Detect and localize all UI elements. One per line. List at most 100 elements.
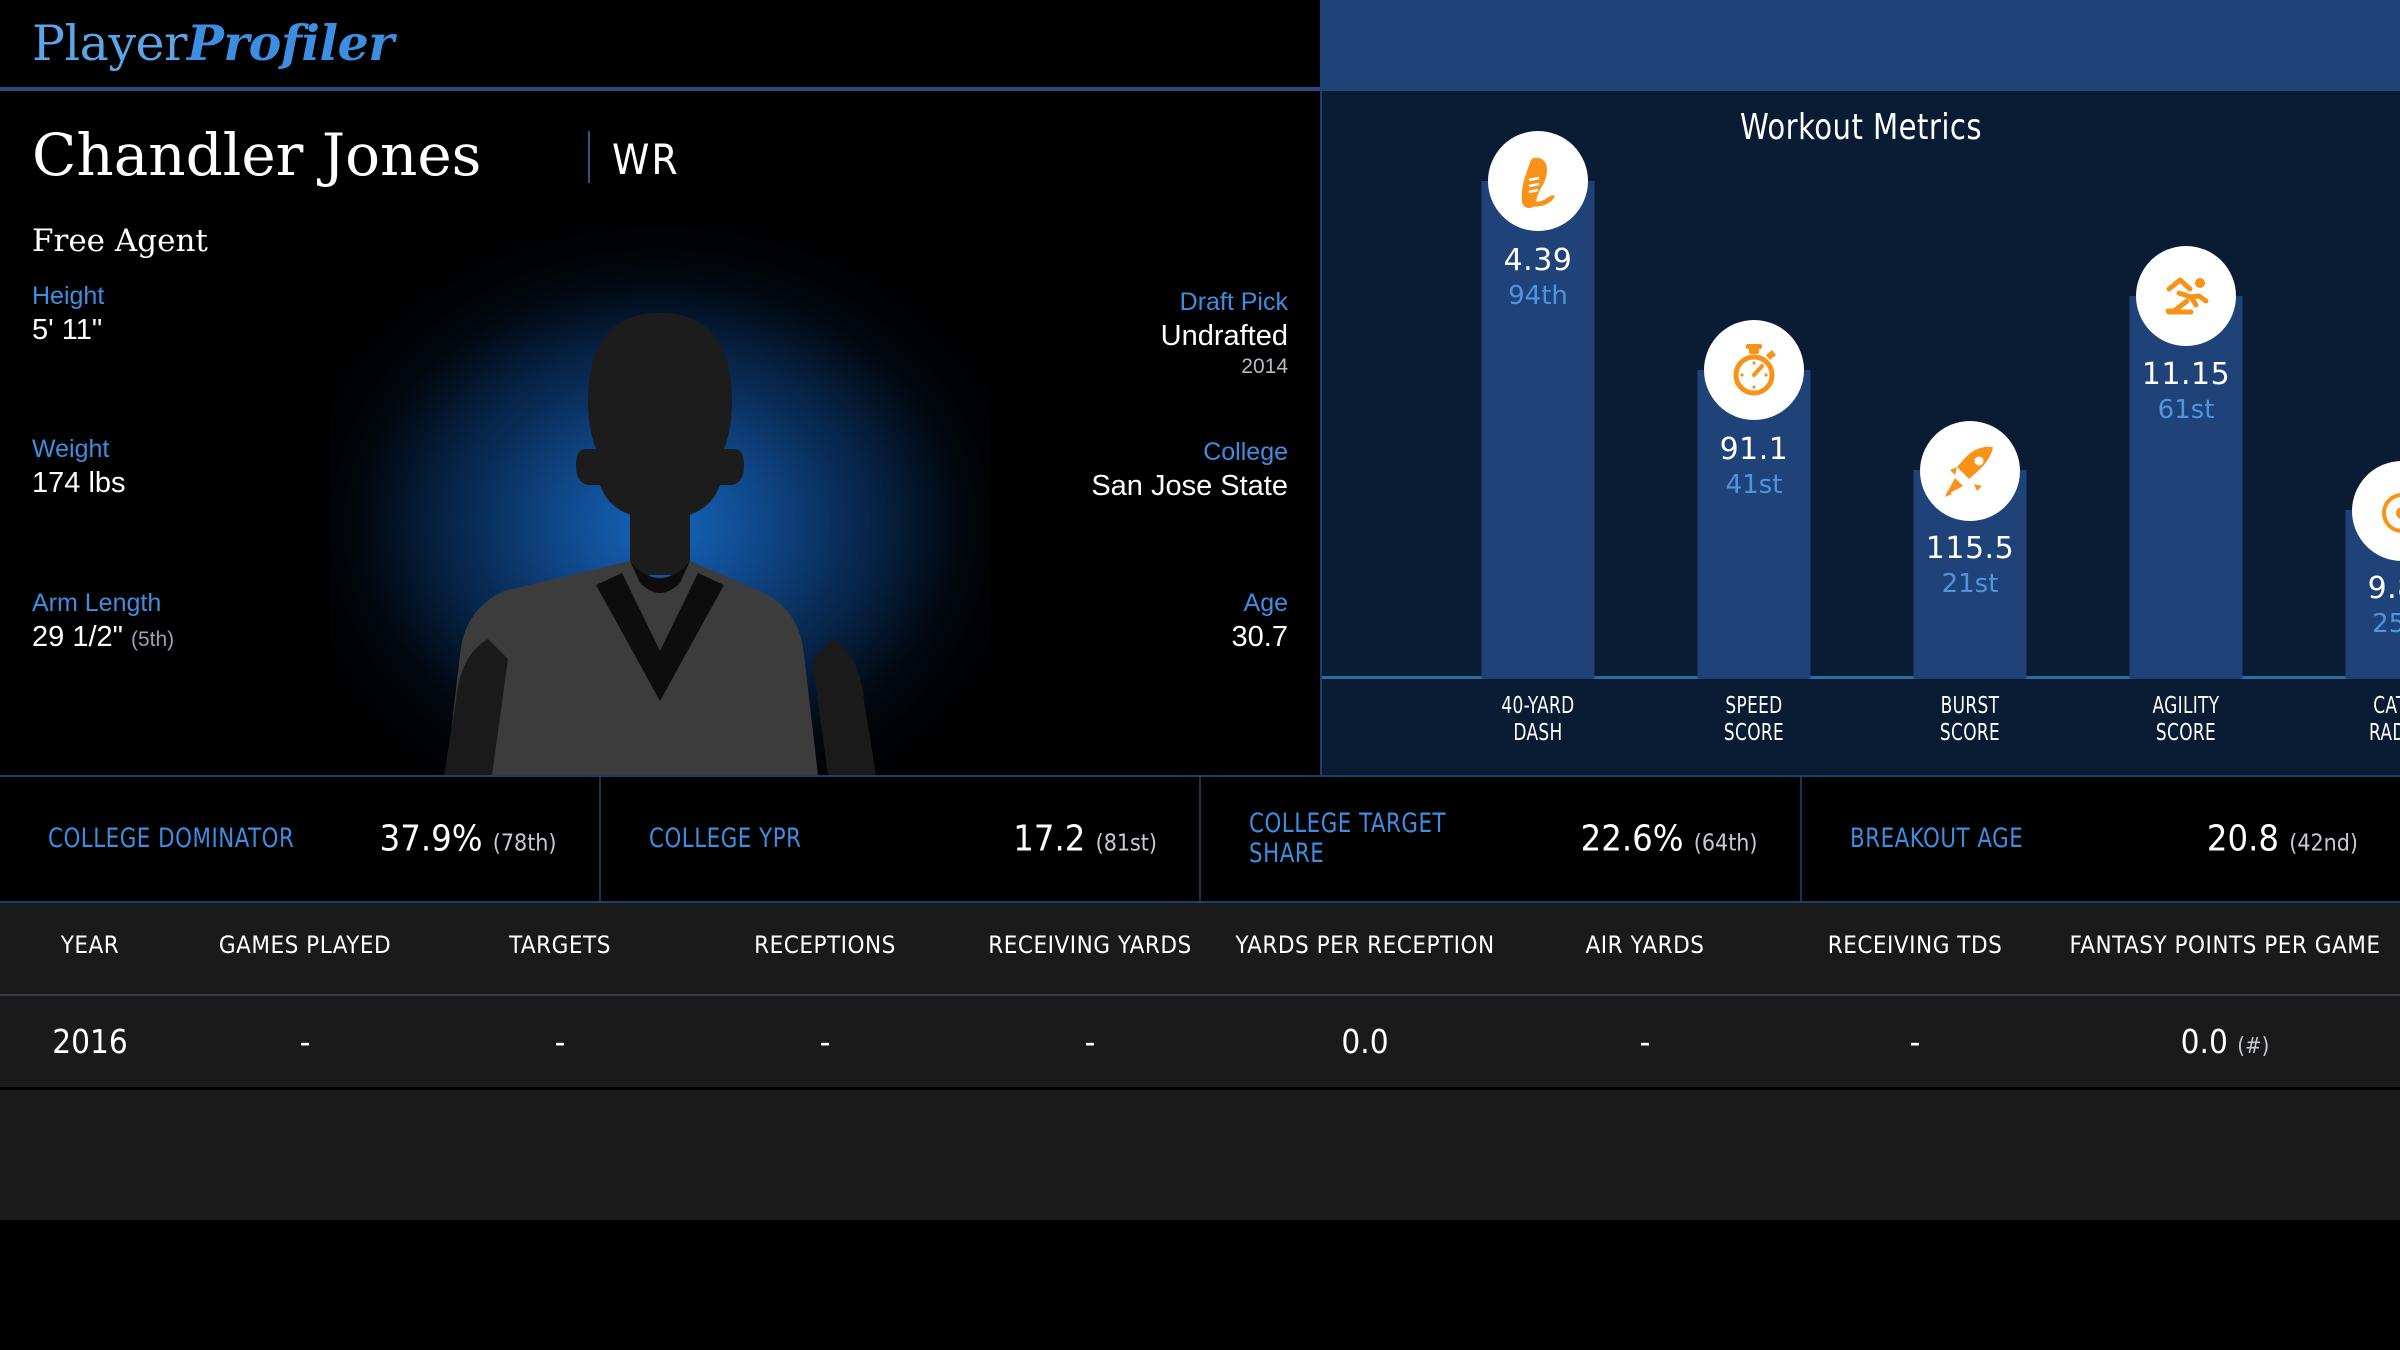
axis-label-agility-score: AGILITY SCORE [2097, 693, 2274, 747]
college-metric-target-share-label: COLLEGE TARGET SHARE [1249, 808, 1447, 869]
college-metric-target-share-rank: (64th) [1693, 830, 1758, 857]
axis-label-40-yard-dash-line1: 40-YARD [1501, 693, 1575, 719]
axis-label-catch-radius-line1: CATCH [2373, 693, 2400, 719]
axis-label-speed-score: SPEED SCORE [1665, 693, 1842, 747]
workout-metrics-panel: Workout Metrics 4. [1320, 91, 2400, 775]
bar-column-agility-score[interactable]: 11.15 61st [2078, 181, 2294, 679]
axis-label-burst-score: BURST SCORE [1881, 693, 2058, 747]
table-header-row: YEAR GAMES PLAYED TARGETS RECEPTIONS REC… [0, 903, 2400, 996]
bar-value-burst-score: 115.5 [1925, 531, 2015, 566]
stat-height-label: Height [32, 282, 105, 310]
cell-fantasy-points-rank: (#) [2237, 1034, 2270, 1059]
cell-receiving-tds: - [1909, 1022, 1921, 1061]
bar-percentile-burst-score: 21st [1941, 569, 1999, 599]
table-footer-space [0, 1090, 2400, 1220]
stopwatch-icon [1704, 320, 1804, 420]
stat-arm-length-value: 29 1/2" (5th) [32, 619, 174, 658]
college-metric-dominator-label: COLLEGE DOMINATOR [48, 823, 295, 854]
workout-metrics-chart: 4.39 94th [1322, 131, 2400, 775]
col-receiving-tds[interactable]: RECEIVING TDS [1780, 903, 2050, 996]
cell-fantasy-points-number: 0.0 [2180, 1022, 2228, 1061]
col-targets[interactable]: TARGETS [430, 903, 690, 996]
college-metric-ypr[interactable]: COLLEGE YPR 17.2 (81st) [601, 777, 1201, 901]
axis-label-burst-score-line1: BURST [1940, 693, 2000, 719]
axis-label-speed-score-line2: SCORE [1723, 720, 1785, 746]
bar-column-40-yard-dash[interactable]: 4.39 94th [1430, 131, 1646, 679]
bar-column-burst-score[interactable]: 115.5 21st [1862, 181, 2078, 679]
player-position: WR [612, 135, 680, 184]
season-stats-table: YEAR GAMES PLAYED TARGETS RECEPTIONS REC… [0, 903, 2400, 1087]
best-comparable-bar: BEST COMPARABLE T.J. GRAHAM [1320, 0, 2400, 91]
stat-arm-length-rank: (5th) [131, 628, 175, 651]
stat-college-label: College [1203, 438, 1288, 466]
college-metric-dominator[interactable]: COLLEGE DOMINATOR 37.9% (78th) [0, 777, 601, 901]
college-metric-target-share[interactable]: COLLEGE TARGET SHARE 22.6% (64th) [1201, 777, 1802, 901]
cell-fantasy-points-per-game: 0.0 (#) [2050, 995, 2400, 1087]
col-year[interactable]: YEAR [0, 903, 180, 996]
stat-college: College San Jose State [1091, 437, 1288, 504]
chart-axis-labels: 40-YARD DASH SPEED SCORE BURST SCORE AGI… [1322, 679, 2400, 775]
college-metrics-strip: COLLEGE DOMINATOR 37.9% (78th) COLLEGE Y… [0, 775, 2400, 903]
stat-weight-label: Weight [32, 435, 110, 463]
college-metric-target-share-number: 22.6% [1580, 818, 1684, 860]
playerprofiler-logo[interactable]: PlayerProfiler [32, 14, 394, 72]
player-hero-panel: Chandler Jones WR Free Agent Height 5' 1… [0, 91, 1320, 775]
college-metric-breakout-age-rank: (42nd) [2289, 830, 2358, 857]
college-metric-dominator-value: 37.9% (78th) [380, 819, 557, 860]
bar-percentile-40-yard-dash: 94th [1508, 281, 1568, 311]
col-games-played[interactable]: GAMES PLAYED [180, 903, 430, 996]
stat-age-label: Age [1243, 589, 1288, 617]
col-yards-per-reception[interactable]: YARDS PER RECEPTION [1220, 903, 1510, 996]
bar-value-speed-score: 91.1 [1719, 432, 1789, 467]
stat-weight: Weight 174 lbs [32, 434, 126, 501]
col-receiving-yards[interactable]: RECEIVING YARDS [960, 903, 1220, 996]
col-receptions[interactable]: RECEPTIONS [690, 903, 960, 996]
bar-agility-score [2129, 295, 2243, 679]
stat-age: Age 30.7 [1232, 588, 1288, 655]
stat-draft-pick-value: Undrafted [1160, 320, 1288, 352]
college-metric-breakout-age[interactable]: BREAKOUT AGE 20.8 (42nd) [1802, 777, 2400, 901]
axis-label-40-yard-dash-line2: DASH [1513, 720, 1563, 746]
stat-draft-pick-label: Draft Pick [1179, 288, 1288, 316]
col-air-yards[interactable]: AIR YARDS [1510, 903, 1780, 996]
college-metric-dominator-rank: (78th) [492, 830, 557, 857]
player-silhouette-image [330, 221, 990, 775]
bar-speed-score [1697, 370, 1811, 679]
bar-value-catch-radius: 9.86 [2367, 571, 2400, 606]
cell-receptions: - [819, 1022, 831, 1061]
sprinter-icon [2136, 246, 2236, 346]
workout-metrics-title: Workout Metrics [1739, 107, 1982, 148]
college-metric-breakout-age-value: 20.8 (42nd) [2207, 819, 2358, 860]
page-bottom-fill [0, 1220, 2400, 1350]
rocket-icon [1920, 421, 2020, 521]
bar-percentile-agility-score: 61st [2157, 395, 2215, 425]
cell-air-yards: - [1639, 1022, 1651, 1061]
college-metric-ypr-number: 17.2 [1013, 818, 1086, 860]
col-fantasy-points-per-game[interactable]: FANTASY POINTS PER GAME [2050, 903, 2400, 996]
bar-40-yard-dash [1481, 181, 1595, 679]
bar-percentile-catch-radius: 25th [2372, 609, 2400, 639]
axis-label-40-yard-dash: 40-YARD DASH [1449, 693, 1626, 747]
logo-part-player: Player [32, 15, 187, 72]
stat-arm-length-number: 29 1/2" [32, 621, 123, 653]
table-row: 2016 - - - - 0.0 - - 0.0 (#) [0, 995, 2400, 1087]
axis-label-agility-score-line1: AGILITY [2152, 693, 2220, 719]
page-title: Chandler Jones [32, 121, 482, 189]
stat-arm-length-label: Arm Length [32, 589, 162, 617]
axis-label-catch-radius-line2: RADIUS [2369, 720, 2400, 746]
bar-column-catch-radius[interactable]: 9.86 25th [2294, 181, 2400, 679]
stat-height: Height 5' 11" [32, 281, 104, 348]
axis-label-speed-score-line1: SPEED [1725, 693, 1783, 719]
stat-arm-length: Arm Length 29 1/2" (5th) [32, 588, 174, 658]
logo-part-profiler: Profiler [186, 14, 394, 72]
axis-label-burst-score-line2: SCORE [1939, 720, 2001, 746]
axis-label-agility-score-line2: SCORE [2155, 720, 2217, 746]
college-metric-ypr-label: COLLEGE YPR [648, 823, 802, 854]
college-metric-ypr-value: 17.2 (81st) [1013, 819, 1157, 860]
stat-college-value: San Jose State [1091, 470, 1288, 502]
axis-label-catch-radius: CATCH RADIUS [2313, 693, 2400, 747]
bar-column-speed-score[interactable]: 91.1 41st [1646, 181, 1862, 679]
college-metric-breakout-age-number: 20.8 [2206, 818, 2279, 860]
bar-value-agility-score: 11.15 [2141, 357, 2231, 392]
